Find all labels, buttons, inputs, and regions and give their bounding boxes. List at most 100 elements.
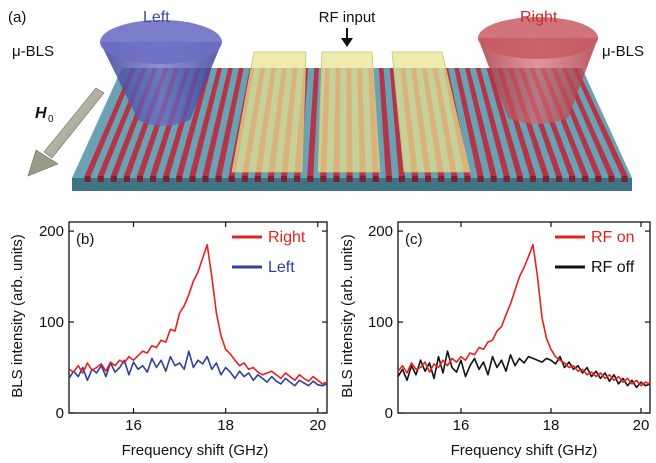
- magnetic-stripe-edge: [267, 176, 275, 182]
- magnetic-stripe-edge: [582, 176, 589, 182]
- left-label: Left: [143, 9, 170, 26]
- magnetic-stripe-edge: [176, 176, 183, 182]
- magnetic-stripe-edge: [97, 176, 104, 182]
- magnetic-stripe-edge: [294, 176, 301, 182]
- magnetic-stripe-edge: [307, 176, 314, 182]
- magnetic-stripe: [189, 68, 223, 176]
- magnetic-stripe-edge: [228, 176, 235, 182]
- magnetic-stripe-edge: [464, 176, 471, 182]
- magnetic-stripe: [486, 68, 523, 176]
- magnetic-stripe: [215, 68, 244, 176]
- series-line: [68, 243, 328, 385]
- panel-label-c: (c): [405, 231, 423, 248]
- magnetic-stripe-edge: [385, 176, 392, 182]
- magnetic-stripe: [378, 68, 392, 176]
- antenna-left: [231, 51, 307, 173]
- magnetic-stripe-edge: [359, 176, 366, 182]
- magnetic-stripe-edge: [477, 176, 484, 182]
- x-tick-label: 20: [309, 417, 326, 434]
- panel-label-a: (a): [8, 9, 26, 26]
- left-mbls-label: μ-BLS: [12, 43, 54, 60]
- h0-field-arrow: [27, 87, 105, 177]
- magnetic-stripe-edge: [503, 176, 510, 182]
- series-line: [397, 243, 651, 387]
- h0-subscript: 0: [48, 114, 54, 125]
- magnetic-stripe-edge: [202, 176, 209, 182]
- legend-label: Left: [268, 259, 295, 276]
- magnetic-stripe-edge: [608, 176, 615, 182]
- magnetic-stripe-edge: [136, 176, 144, 182]
- legend-label: RF off: [591, 259, 635, 276]
- y-tick-label: 0: [385, 405, 393, 422]
- x-tick-label: 16: [453, 417, 470, 434]
- right-label: Right: [520, 9, 558, 26]
- left-mbls-cone: [100, 20, 222, 126]
- y-axis-title-b: BLS intensity (arb. units): [9, 234, 26, 397]
- y-tick-label: 100: [39, 314, 64, 331]
- right-mbls-label: μ-BLS: [602, 43, 644, 60]
- chart-panel-b: BLS intensity (arb. units) Frequency shi…: [9, 221, 328, 459]
- magnetic-stripe: [389, 68, 406, 176]
- magnetic-stripe-edge: [372, 176, 379, 182]
- x-tick-label: 18: [543, 417, 560, 434]
- series-line: [397, 350, 651, 389]
- y-tick-label: 200: [39, 223, 64, 240]
- h0-label: H: [35, 105, 47, 122]
- magnetic-stripe-edge: [438, 176, 445, 182]
- magnetic-stripe-edge: [254, 176, 261, 182]
- magnetic-stripe-edge: [621, 176, 628, 182]
- x-axis-title-c: Frequency shift (GHz): [451, 442, 598, 459]
- y-tick-label: 200: [368, 223, 393, 240]
- magnetic-stripe-edge: [516, 176, 523, 182]
- x-tick-label: 18: [217, 417, 234, 434]
- magnetic-stripe-edge: [411, 176, 419, 182]
- x-tick-label: 16: [125, 417, 142, 434]
- y-tick-label: 100: [368, 314, 393, 331]
- magnetic-stripe-edge: [346, 176, 353, 182]
- schematic: H 0 (a) Left Right μ-BLS μ-BLS RF input: [8, 9, 644, 191]
- legend-label: RF on: [591, 229, 635, 246]
- magnetic-stripe: [454, 68, 484, 176]
- magnetic-stripe-edge: [425, 176, 432, 182]
- right-mbls-cone: [478, 17, 598, 124]
- magnetic-stripe: [572, 68, 628, 176]
- magnetic-stripe: [465, 68, 497, 176]
- rf-input-arrow: [341, 28, 353, 47]
- magnetic-stripe-edge: [451, 176, 458, 182]
- magnetic-stripe: [84, 68, 136, 176]
- magnetic-stripe-edge: [555, 176, 563, 182]
- magnetic-stripe-edge: [529, 176, 536, 182]
- antenna-right: [391, 51, 471, 173]
- legend-label: Right: [268, 229, 306, 246]
- panel-label-b: (b): [76, 231, 94, 248]
- magnetic-stripe-edge: [569, 176, 576, 182]
- magnetic-stripe-edge: [320, 176, 327, 182]
- magnetic-stripe-edge: [163, 176, 170, 182]
- magnetic-stripe-edge: [84, 176, 91, 182]
- antenna-center: [317, 51, 381, 173]
- magnetic-stripe-edge: [280, 176, 288, 182]
- plot-frame: [397, 221, 651, 414]
- x-axis-title-b: Frequency shift (GHz): [122, 442, 269, 459]
- magnetic-stripe-edge: [542, 176, 550, 182]
- plot-frame: [68, 221, 328, 414]
- magnetic-stripe-edge: [123, 176, 131, 182]
- magnetic-stripe-edge: [215, 176, 222, 182]
- magnetic-stripe-edge: [398, 176, 406, 182]
- rf-input-label: RF input: [319, 9, 377, 26]
- magnetic-stripe: [202, 68, 233, 176]
- magnetic-stripe-edge: [490, 176, 497, 182]
- magnetic-stripe: [307, 68, 319, 176]
- magnetic-stripe-edge: [595, 176, 602, 182]
- magnetic-stripe-edge: [189, 176, 196, 182]
- magnetic-stripe-edge: [241, 176, 248, 182]
- magnetic-stripe: [475, 68, 510, 176]
- magnetic-stripe-edge: [110, 176, 117, 182]
- chart-panel-c: BLS intensity (arb. units) Frequency shi…: [339, 221, 651, 459]
- y-axis-title-c: BLS intensity (arb. units): [339, 234, 356, 397]
- series-line: [68, 350, 328, 387]
- magnetic-stripe-edge: [333, 176, 340, 182]
- rf-antennas: [231, 51, 471, 173]
- y-tick-label: 0: [56, 405, 64, 422]
